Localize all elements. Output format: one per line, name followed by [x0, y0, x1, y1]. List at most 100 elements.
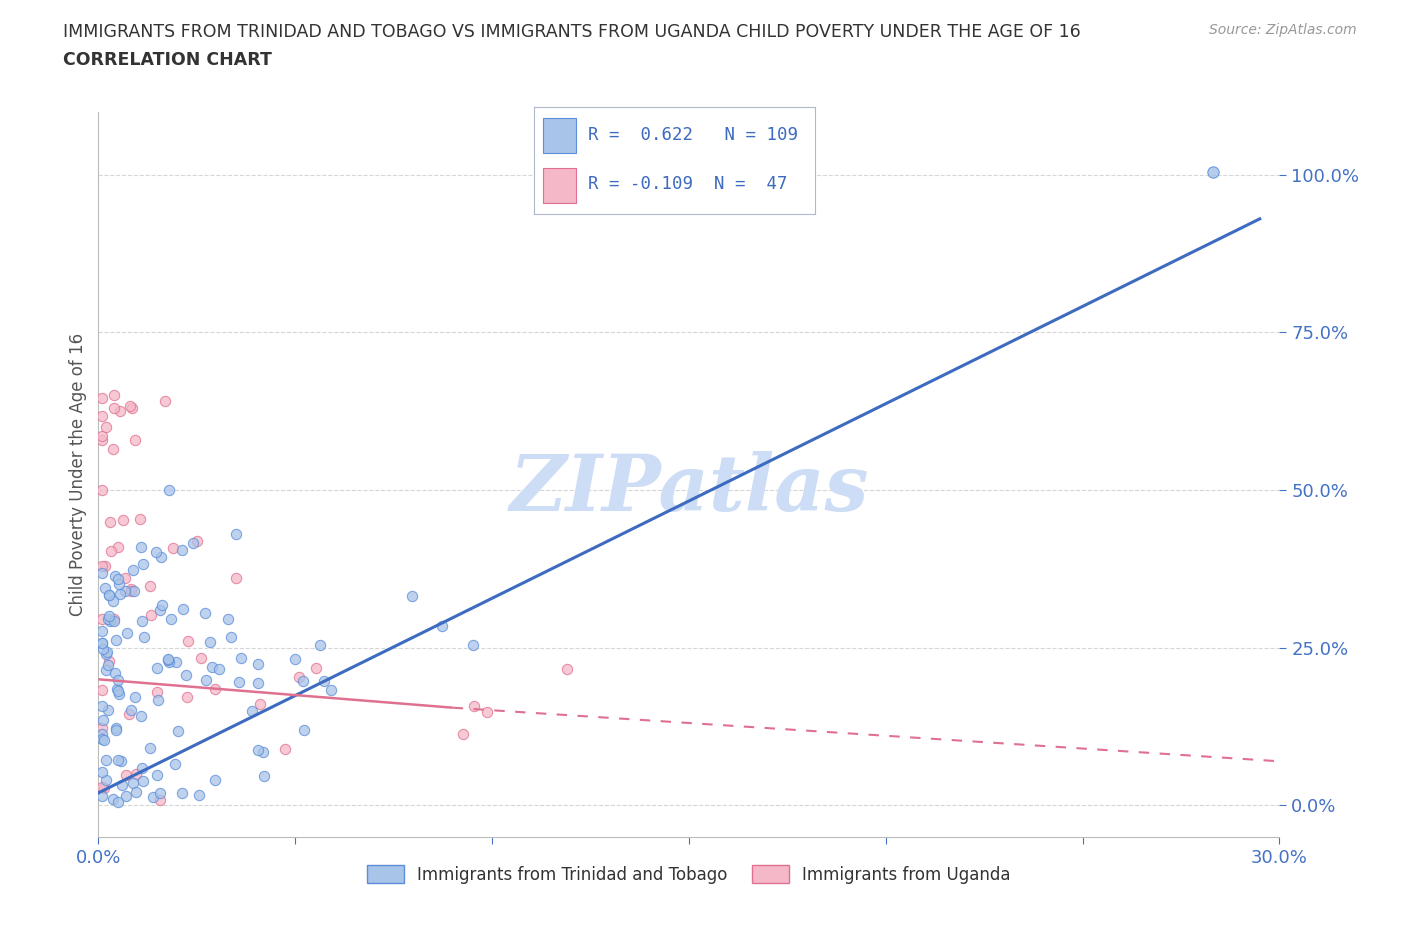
Point [94, 752, 117, 767]
Point [219, 630, 242, 644]
Point [430, 619, 453, 634]
Point [208, 661, 231, 676]
Point [101, 594, 124, 609]
Point [91, 726, 114, 741]
Point [120, 581, 142, 596]
Text: CORRELATION CHART: CORRELATION CHART [63, 51, 273, 69]
Point [118, 399, 141, 414]
Point [122, 584, 145, 599]
Point [91, 559, 114, 574]
Point [91, 565, 114, 580]
Point [96, 419, 118, 434]
Point [91, 732, 114, 747]
Point [91, 483, 114, 498]
Point [96, 647, 118, 662]
Point [104, 722, 127, 737]
Point [292, 674, 315, 689]
Bar [543, 118, 576, 153]
Point [167, 724, 190, 738]
Point [103, 614, 125, 629]
Point [141, 608, 163, 623]
Point [122, 776, 145, 790]
Point [142, 790, 165, 804]
Point [288, 670, 311, 684]
Y-axis label: Child Poverty Under the Age of 16: Child Poverty Under the Age of 16 [69, 333, 87, 616]
Point [204, 682, 226, 697]
Point [477, 705, 499, 720]
Point [149, 786, 172, 801]
Point [146, 684, 169, 699]
Point [138, 741, 160, 756]
Point [91, 764, 114, 779]
Point [91, 721, 114, 736]
Point [107, 683, 129, 698]
Point [157, 651, 180, 666]
Point [188, 787, 211, 802]
Point [110, 403, 132, 418]
Point [107, 571, 129, 586]
Point [125, 766, 148, 781]
Point [194, 672, 217, 687]
Point [98, 514, 121, 529]
Point [132, 630, 155, 644]
Point [177, 633, 200, 648]
Point [103, 612, 125, 627]
Point [157, 653, 180, 668]
Point [174, 668, 197, 683]
Point [105, 633, 128, 648]
Point [129, 709, 152, 724]
Text: R = -0.109  N =  47: R = -0.109 N = 47 [588, 176, 787, 193]
Point [131, 761, 153, 776]
Point [107, 794, 129, 809]
Point [91, 712, 114, 727]
Point [104, 665, 127, 680]
Point [107, 672, 129, 687]
Point [246, 675, 269, 690]
Bar [543, 168, 576, 204]
Point [114, 788, 136, 803]
Point [228, 674, 250, 689]
Point [401, 588, 423, 603]
Point [319, 683, 342, 698]
Point [103, 401, 125, 416]
Point [104, 568, 127, 583]
Point [97, 588, 120, 603]
Point [253, 768, 276, 783]
Point [129, 512, 152, 526]
Point [131, 539, 153, 554]
Point [118, 707, 141, 722]
Point [124, 690, 146, 705]
Point [97, 612, 120, 627]
Point [94, 662, 117, 677]
Text: IMMIGRANTS FROM TRINIDAD AND TOBAGO VS IMMIGRANTS FROM UGANDA CHILD POVERTY UNDE: IMMIGRANTS FROM TRINIDAD AND TOBAGO VS I… [63, 23, 1081, 41]
Point [132, 556, 155, 571]
Point [225, 526, 247, 541]
Point [170, 543, 193, 558]
Point [91, 683, 114, 698]
Point [96, 644, 118, 659]
Point [98, 614, 121, 629]
Point [176, 689, 198, 704]
Point [91, 779, 114, 794]
Point [163, 757, 186, 772]
Point [121, 563, 143, 578]
Point [91, 611, 114, 626]
Point [97, 653, 120, 668]
Point [157, 483, 180, 498]
Point [160, 612, 183, 627]
Point [103, 791, 125, 806]
Point [91, 642, 114, 657]
Point [225, 571, 247, 586]
Point [249, 697, 271, 711]
Point [94, 558, 117, 573]
Point [131, 773, 153, 788]
Point [305, 660, 328, 675]
Point [110, 753, 132, 768]
Point [309, 638, 332, 653]
Point [145, 545, 167, 560]
Point [246, 657, 269, 671]
Text: ZIPatlas: ZIPatlas [509, 450, 869, 527]
Point [91, 635, 114, 650]
Point [138, 578, 160, 593]
Point [97, 703, 120, 718]
